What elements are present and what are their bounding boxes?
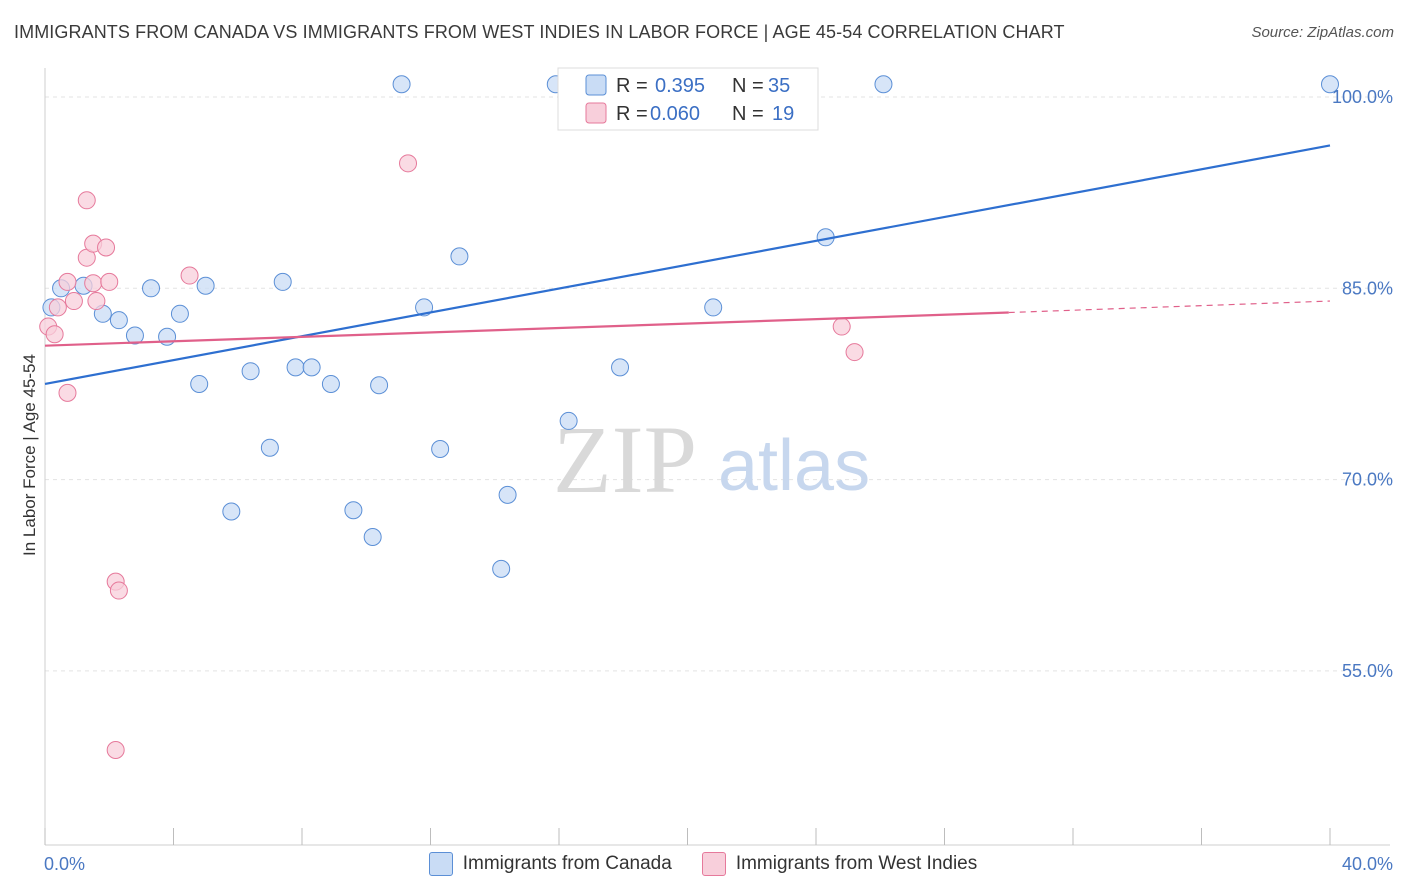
legend-label-canada: Immigrants from Canada xyxy=(462,853,672,874)
trend-lines xyxy=(44,144,1331,386)
y-tick-label-3: 55.0% xyxy=(1342,661,1393,681)
point-west-indies-4 xyxy=(64,292,83,311)
y-tick-label-0: 100.0% xyxy=(1332,87,1393,107)
x-tick-label-1: 40.0% xyxy=(1342,854,1393,874)
stats-r-value-pink: 0.060 xyxy=(650,103,700,125)
point-canada-14 xyxy=(273,272,292,291)
legend-swatch-west-indies xyxy=(701,852,726,876)
point-west-indies-15 xyxy=(106,740,125,759)
point-canada-19 xyxy=(363,527,382,546)
point-canada-15 xyxy=(286,358,305,377)
point-canada-20 xyxy=(370,376,389,395)
gridlines xyxy=(45,96,1390,672)
data-points xyxy=(39,75,1339,759)
point-canada-31 xyxy=(704,298,723,317)
point-west-indies-14 xyxy=(109,581,128,600)
trend-line-canada xyxy=(44,144,1331,386)
y-tick-label-2: 70.0% xyxy=(1342,470,1393,490)
source-label: Source: ZipAtlas.com xyxy=(1251,24,1394,41)
point-canada-29 xyxy=(559,411,578,430)
point-canada-30 xyxy=(611,358,630,377)
stats-n-label-pink: N = xyxy=(732,103,764,125)
point-west-indies-16 xyxy=(180,266,199,285)
point-canada-33 xyxy=(874,75,893,94)
stats-r-value-blue: 0.395 xyxy=(655,75,705,97)
point-canada-17 xyxy=(321,374,340,393)
legend: Immigrants from Canada Immigrants from W… xyxy=(0,852,1406,876)
y-tick-label-1: 85.0% xyxy=(1342,278,1393,298)
point-canada-25 xyxy=(498,485,517,504)
point-canada-10 xyxy=(190,374,209,393)
point-canada-4 xyxy=(109,311,128,330)
point-canada-26 xyxy=(492,559,511,578)
point-canada-13 xyxy=(260,438,279,457)
point-west-indies-3 xyxy=(58,272,77,291)
point-west-indies-19 xyxy=(845,343,864,362)
point-canada-22 xyxy=(415,298,434,317)
stats-n-value-pink: 19 xyxy=(772,103,794,125)
point-west-indies-2 xyxy=(48,298,67,317)
point-west-indies-12 xyxy=(100,272,119,291)
x-tick-label-0: 0.0% xyxy=(44,854,85,874)
trend-line-west-indies-extension xyxy=(1008,300,1331,314)
stats-r-label-pink: R = xyxy=(616,103,648,125)
point-west-indies-5 xyxy=(58,383,77,402)
point-west-indies-17 xyxy=(399,154,418,173)
stats-r-label-blue: R = xyxy=(616,75,648,97)
point-canada-11 xyxy=(222,502,241,521)
point-west-indies-11 xyxy=(97,238,116,257)
point-canada-5 xyxy=(125,326,144,345)
point-west-indies-18 xyxy=(832,317,851,336)
point-canada-23 xyxy=(431,439,450,458)
axes xyxy=(44,68,1390,846)
legend-item-canada[interactable]: Immigrants from Canada xyxy=(428,852,672,876)
trend-line-west-indies xyxy=(44,311,1009,347)
point-canada-16 xyxy=(302,358,321,377)
point-canada-34 xyxy=(1321,75,1339,94)
stats-n-label-blue: N = xyxy=(732,75,764,97)
stats-swatch-pink xyxy=(585,102,607,124)
point-west-indies-9 xyxy=(84,274,103,293)
point-canada-6 xyxy=(142,279,161,298)
stats-n-value-blue: 35 xyxy=(768,75,790,97)
watermark-atlas: atlas xyxy=(718,426,870,506)
point-canada-18 xyxy=(344,501,363,520)
legend-swatch-canada xyxy=(428,852,453,876)
point-west-indies-1 xyxy=(45,325,64,344)
point-canada-24 xyxy=(450,247,469,266)
point-west-indies-6 xyxy=(77,191,96,210)
tick-labels: 100.0% 85.0% 70.0% 55.0% 0.0% 40.0% xyxy=(44,87,1393,874)
chart-title: IMMIGRANTS FROM CANADA VS IMMIGRANTS FRO… xyxy=(14,22,1065,42)
legend-item-west-indies[interactable]: Immigrants from West Indies xyxy=(701,852,978,876)
stats-box: R = 0.395 N = 35 R = 0.060 N = 19 xyxy=(557,67,819,131)
point-canada-8 xyxy=(170,304,189,323)
legend-label-west-indies: Immigrants from West Indies xyxy=(735,853,978,874)
point-west-indies-10 xyxy=(87,292,106,311)
stats-swatch-blue xyxy=(585,74,607,96)
point-canada-9 xyxy=(196,276,215,295)
y-axis-label: In Labor Force | Age 45-54 xyxy=(20,354,39,556)
point-canada-21 xyxy=(392,75,411,94)
point-canada-12 xyxy=(241,362,260,381)
